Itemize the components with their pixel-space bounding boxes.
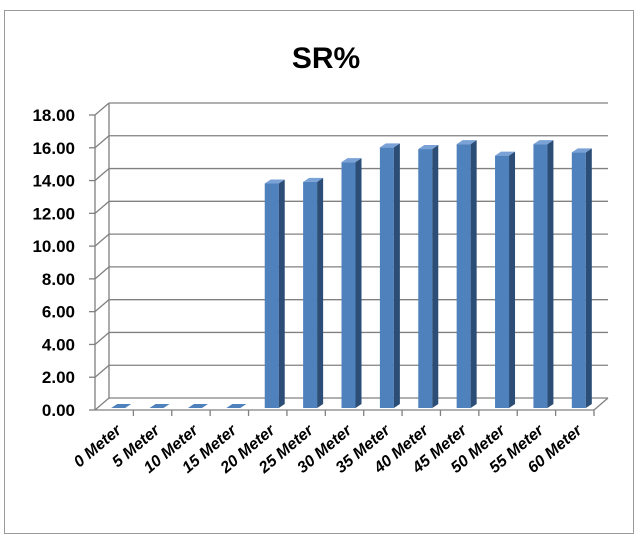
bar-top [379, 143, 400, 148]
bar [149, 404, 170, 408]
floor-right-edge [593, 397, 609, 411]
bars [111, 140, 592, 409]
bar [418, 145, 439, 409]
bar [495, 151, 516, 408]
bar-side [470, 140, 477, 408]
bar-top [303, 177, 324, 182]
bar-top [341, 158, 362, 163]
gridline-diagonal [94, 397, 110, 411]
y-tick-label: 16.00 [32, 139, 75, 158]
bar-top [456, 140, 477, 145]
bar-side [355, 158, 362, 408]
gridline-diagonal [94, 102, 110, 116]
bar-side [317, 177, 324, 408]
bar-top [571, 148, 592, 153]
bar-side [509, 151, 516, 408]
gridline-diagonal [94, 266, 110, 280]
y-tick-label: 6.00 [42, 303, 75, 322]
bar-front [379, 147, 394, 408]
bar-front [418, 149, 433, 409]
y-tick-label: 12.00 [32, 204, 75, 223]
gridline-diagonal [94, 233, 110, 247]
bar [571, 148, 592, 409]
bar [264, 179, 285, 408]
bar-top [187, 404, 208, 408]
bar-front [264, 183, 279, 408]
y-tick-label: 2.00 [42, 368, 75, 387]
bar-top [418, 145, 439, 150]
bar-side [278, 179, 285, 408]
y-tick-label: 14.00 [32, 172, 75, 191]
bar-side [547, 140, 554, 408]
gridline-diagonal [94, 299, 110, 313]
gridline-diagonal [94, 168, 110, 182]
bar [187, 404, 208, 408]
bar-top [495, 151, 516, 156]
bar [226, 404, 247, 408]
gridline-diagonal [94, 200, 110, 214]
bar-top [226, 404, 247, 408]
gridline-diagonal [94, 364, 110, 378]
y-tick-label: 4.00 [42, 335, 75, 354]
bar-top [264, 179, 285, 184]
bar [533, 140, 554, 408]
bar-front [456, 144, 471, 408]
y-tick-label: 8.00 [42, 270, 75, 289]
y-tick-label: 0.00 [42, 401, 75, 420]
bar-front [533, 144, 548, 408]
bar-top [533, 140, 554, 145]
bar [379, 143, 400, 408]
bar-top [149, 404, 170, 408]
bar-front [303, 181, 318, 408]
bar-front [341, 162, 356, 408]
bar [341, 158, 362, 408]
bar-front [571, 152, 586, 408]
y-tick-label: 10.00 [32, 237, 75, 256]
bar [111, 404, 132, 408]
bar-front [495, 155, 510, 408]
bar-side [432, 145, 439, 409]
bar [456, 140, 477, 408]
y-tick-label: 18.00 [32, 106, 75, 125]
bar-side [393, 143, 400, 408]
chart-title: SR% [292, 42, 360, 75]
gridline-diagonal [94, 135, 110, 149]
y-axis-ticks: 0.00 2.00 4.00 6.00 8.00 10.00 12.00 14.00 16.00… [32, 106, 75, 420]
bar-top [111, 404, 132, 408]
bar [303, 177, 324, 408]
bar-side [585, 148, 592, 409]
gridline-diagonal [94, 331, 110, 345]
